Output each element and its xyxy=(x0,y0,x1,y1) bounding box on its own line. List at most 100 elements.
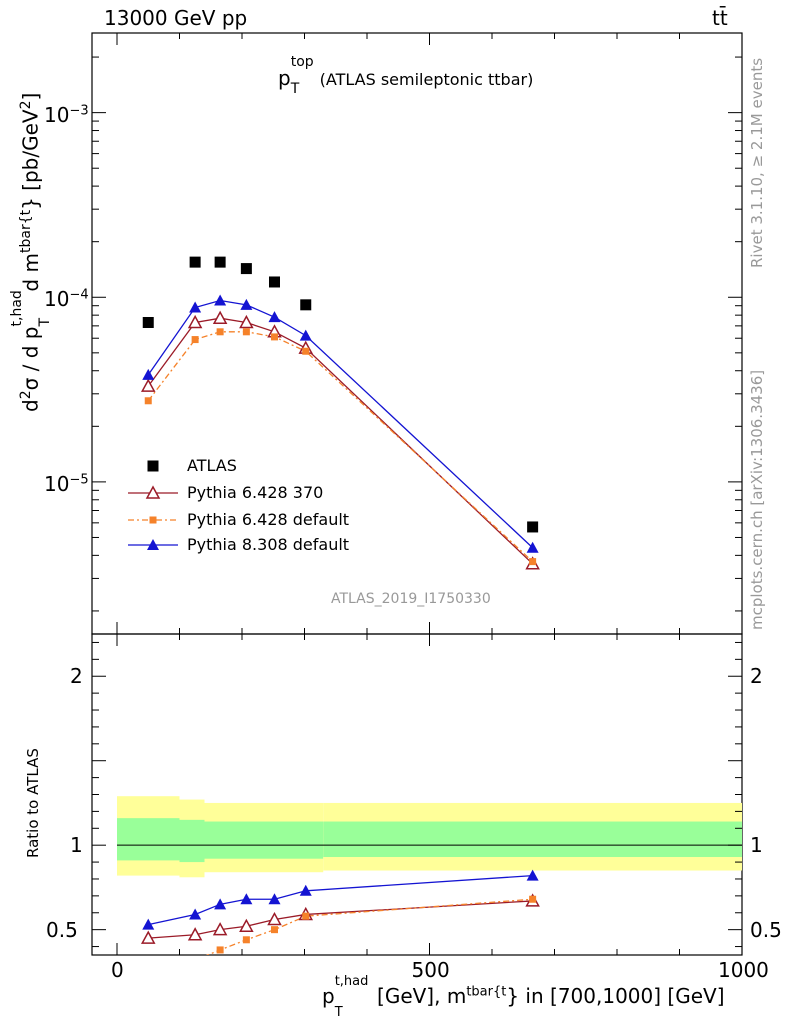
legend-marker xyxy=(145,485,161,499)
ratio-data-point xyxy=(216,946,224,954)
data-point xyxy=(142,368,155,380)
y-tick-label-exp: −3 xyxy=(69,102,89,118)
plot-title-rest: (ATLAS semileptonic ttbar) xyxy=(319,70,534,89)
ratio-series-line xyxy=(148,874,533,926)
ratio-data-point xyxy=(268,893,281,905)
x-label-end: } in [700,1000] [GeV] xyxy=(506,984,725,1008)
legend xyxy=(128,460,178,550)
y-label-unit-end: ] xyxy=(18,92,43,101)
legend-entry-label: ATLAS xyxy=(187,456,237,475)
ratio-data-point xyxy=(192,957,199,964)
series-markers xyxy=(140,256,540,967)
data-point xyxy=(268,311,281,323)
plot-title-var: p xyxy=(278,66,291,90)
x-label-sup: t,had xyxy=(334,974,369,989)
data-point xyxy=(140,378,156,392)
y-label-sup-tbar: tbar{t xyxy=(18,209,34,254)
ratio-data-point xyxy=(189,908,202,920)
ratio-data-point xyxy=(145,960,152,967)
y-label-unit: } [pb/GeV xyxy=(18,109,43,210)
data-point xyxy=(529,558,537,566)
x-tick-label: 0 xyxy=(111,958,124,982)
ratio-data-point xyxy=(212,922,228,936)
ratio-lines xyxy=(148,874,533,955)
data-point xyxy=(302,347,310,355)
data-point xyxy=(212,310,228,324)
data-point xyxy=(187,314,203,329)
y-tick-label-base: 10 xyxy=(44,102,70,127)
plot-title-sub: T xyxy=(290,81,300,97)
y-tick-label-exp: −5 xyxy=(69,472,89,488)
ratio-y-tick-label-right: 2 xyxy=(750,664,763,688)
uncertainty-bands xyxy=(117,796,742,878)
data-point xyxy=(240,298,253,310)
ratio-y-tick-label-base: 1 xyxy=(70,833,83,858)
data-point xyxy=(214,256,226,268)
analysis-watermark: ATLAS_2019_I1750330 xyxy=(331,591,491,607)
ratio-y-tick-label-base: 2 xyxy=(70,664,83,689)
ratio-y-tick-label-right: 1 xyxy=(750,833,763,857)
ratio-data-point xyxy=(214,898,227,910)
ratio-data-point xyxy=(240,893,253,905)
data-point xyxy=(269,276,280,288)
band-green xyxy=(323,821,742,858)
data-point xyxy=(189,256,201,268)
ratio-data-point xyxy=(299,884,312,896)
y-tick-label: 10−3 xyxy=(44,103,89,127)
x-tick-label: 500 xyxy=(412,958,450,982)
data-point xyxy=(239,314,254,329)
data-point xyxy=(240,263,252,275)
ratio-data-point xyxy=(142,918,155,930)
x-label-p: p xyxy=(322,984,335,1008)
x-tick-label-base: 1000 xyxy=(718,958,769,982)
legend-entry-label: Pythia 6.428 default xyxy=(187,510,350,529)
ratio-panel-frame xyxy=(91,633,743,956)
data-point xyxy=(142,316,154,328)
y-tick-label-base: 10 xyxy=(44,287,70,312)
data-point xyxy=(216,328,224,336)
ratio-series-line xyxy=(148,900,533,939)
x-tick-label-base: 0 xyxy=(111,958,124,982)
y-axis-label: d2σ / d p t,had T d mtbar{t} [pb/GeV2] xyxy=(8,92,53,412)
x-label-mid: [GeV], m xyxy=(370,984,467,1008)
ratio-data-point xyxy=(529,895,537,903)
y-label-d: d xyxy=(18,399,43,412)
y-tick-label: 10−5 xyxy=(44,472,89,496)
band-green xyxy=(117,818,180,861)
data-point xyxy=(299,329,312,341)
process-label: tt̄ xyxy=(712,6,728,30)
ratio-data-point xyxy=(267,911,282,926)
ratio-y-tick-label: 1 xyxy=(70,833,83,857)
ratio-y-tick-label-base: 0.5 xyxy=(46,917,78,942)
legend-marker xyxy=(147,460,159,472)
data-point xyxy=(300,299,312,311)
data-point xyxy=(242,328,250,336)
y-label-unit-sup: 2 xyxy=(18,100,34,110)
legend-entry-label: Pythia 8.308 default xyxy=(187,535,350,554)
ratio-y-tick-label: 0.5 xyxy=(46,918,78,942)
legend-marker xyxy=(147,539,159,550)
ratio-data-point xyxy=(239,918,254,933)
plot-title: p top T (ATLAS semileptonic ttbar) xyxy=(278,54,534,97)
collision-label: 13000 GeV pp xyxy=(104,6,248,30)
data-point xyxy=(526,541,539,553)
band-green xyxy=(179,819,205,863)
ratio-data-point xyxy=(242,936,250,944)
data-point xyxy=(271,333,278,341)
x-label-sup2: tbar{t xyxy=(466,984,507,1000)
data-point xyxy=(191,336,199,344)
data-point xyxy=(214,294,227,306)
y-tick-label-base: 10 xyxy=(44,471,70,496)
ratio-data-point xyxy=(271,926,278,934)
y-label-sub-T: T xyxy=(36,317,53,327)
rivet-version-label: Rivet 3.1.10, ≥ 2.1M events xyxy=(748,57,766,268)
ratio-data-point xyxy=(187,927,203,941)
ratio-y-tick-label-right-base: 2 xyxy=(750,664,763,689)
legend-marker xyxy=(149,516,157,524)
ratio-y-label: Ratio to ATLAS xyxy=(24,748,42,858)
plot-title-sup: top xyxy=(290,54,314,70)
ratio-y-tick-label-right-base: 1 xyxy=(750,833,763,858)
y-label-sup-t: t,had xyxy=(8,290,25,327)
ratio-y-tick-label-right: 0.5 xyxy=(750,918,782,942)
x-tick-label: 1000 xyxy=(718,958,769,982)
